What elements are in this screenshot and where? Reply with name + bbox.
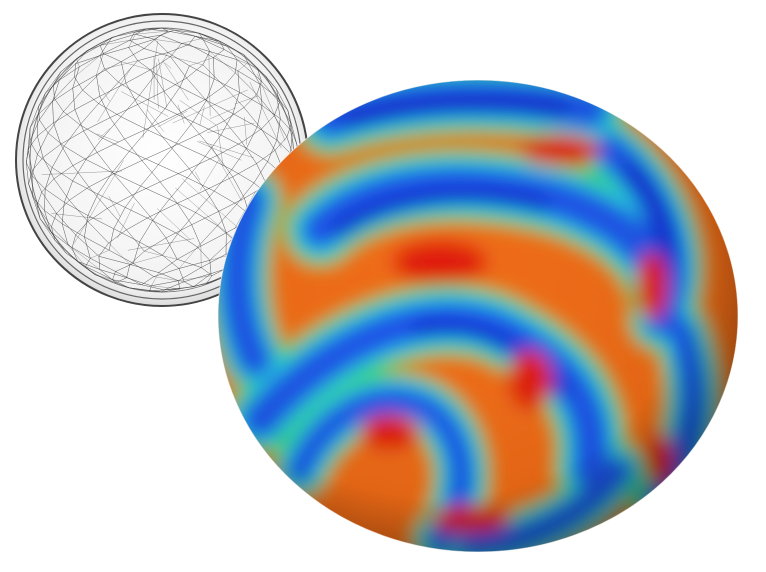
colored-sphere-icon	[217, 79, 739, 553]
